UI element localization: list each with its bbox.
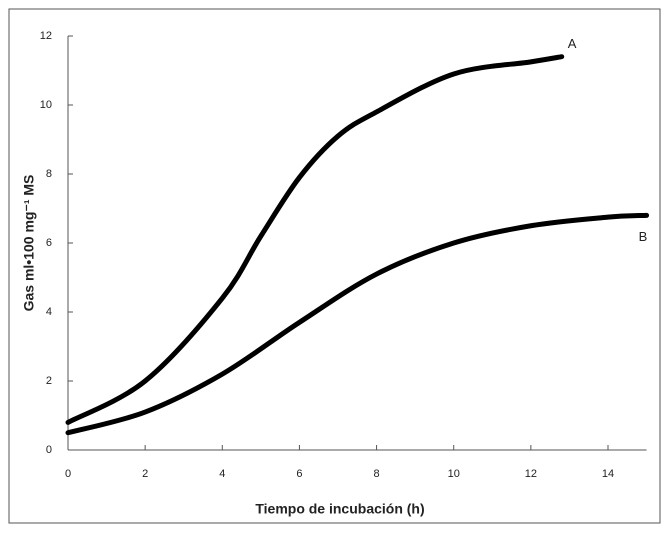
y-tick-label: 4 <box>46 306 52 318</box>
x-tick-label: 6 <box>296 468 302 480</box>
line-series <box>65 54 565 425</box>
x-tick-label: 2 <box>142 468 148 480</box>
y-axis-label: Gas ml•100 mg⁻¹ MS <box>21 175 37 312</box>
series-label: B <box>639 229 648 244</box>
x-tick-label: 12 <box>525 468 537 480</box>
line-series <box>65 212 650 436</box>
frame <box>8 8 661 524</box>
x-tick-label: 14 <box>602 468 614 480</box>
y-tick-label: 8 <box>46 168 52 180</box>
y-tick-label: 6 <box>46 237 52 249</box>
y-tick-label: 10 <box>40 99 52 111</box>
x-tick-label: 8 <box>374 468 380 480</box>
y-tick-label: 2 <box>46 375 52 387</box>
x-axis-label: Tiempo de incubación (h) <box>255 501 424 517</box>
x-tick-label: 10 <box>448 468 460 480</box>
y-tick-label: 12 <box>40 30 52 42</box>
x-tick-label: 4 <box>219 468 225 480</box>
series-label: A <box>568 36 577 51</box>
x-tick-label: 0 <box>65 468 71 480</box>
y-tick-label: 0 <box>46 444 52 456</box>
